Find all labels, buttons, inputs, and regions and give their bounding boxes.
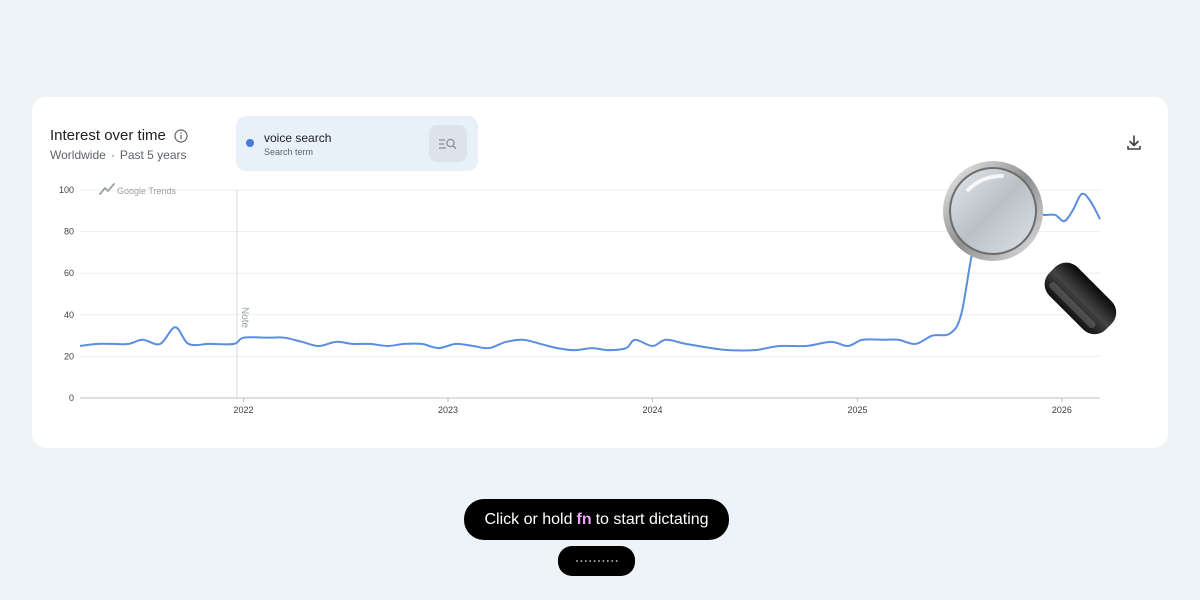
x-tick-label: 2026	[1052, 405, 1072, 415]
search-term-chip[interactable]: voice search Search term	[236, 116, 478, 171]
filter-search-icon	[439, 138, 457, 149]
waveform-dots-icon	[575, 560, 617, 562]
subtitle-separator: ·	[110, 148, 115, 162]
y-tick-label: 60	[64, 268, 74, 278]
x-tick-label: 2023	[438, 405, 458, 415]
y-tick-label: 0	[69, 393, 74, 403]
title-row: Interest over time	[50, 127, 188, 144]
dictation-prompt[interactable]: Click or hold fn to start dictating	[464, 499, 729, 540]
wave-dot	[593, 560, 595, 562]
x-tick-label: 2022	[234, 405, 254, 415]
wave-dot	[580, 560, 582, 562]
dictation-waveform	[558, 546, 635, 576]
y-tick-label: 80	[64, 227, 74, 237]
series-color-dot	[246, 139, 254, 147]
search-term-name: voice search	[264, 131, 332, 145]
dictation-prefix: Click or hold	[484, 510, 573, 528]
card-title: Interest over time	[50, 127, 166, 144]
info-icon[interactable]	[174, 128, 188, 143]
wave-dot	[584, 560, 587, 562]
fn-key-label: fn	[576, 510, 592, 528]
wave-dot	[602, 560, 604, 562]
card-subtitle: Worldwide · Past 5 years	[50, 148, 187, 162]
note-label: Note	[239, 307, 250, 329]
wave-dot	[575, 560, 578, 562]
watermark-label: Google Trends	[117, 186, 177, 196]
region-label[interactable]: Worldwide	[50, 148, 106, 162]
wave-dot	[615, 560, 617, 562]
x-tick-label: 2024	[642, 405, 662, 415]
google-trends-watermark: Google Trends	[99, 183, 177, 196]
interest-over-time-card: 0 20 40 60 80 100 2022 2023 2024 2025 2026 Note G…	[32, 97, 1168, 448]
wave-dot	[610, 560, 613, 562]
download-icon[interactable]	[1124, 133, 1144, 153]
magnifying-glass-icon	[943, 161, 1117, 335]
period-label[interactable]: Past 5 years	[119, 148, 187, 162]
y-tick-label: 40	[64, 310, 74, 320]
x-tick-label: 2025	[847, 405, 867, 415]
y-tick-labels: 0 20 40 60 80 100	[59, 185, 74, 403]
trends-logo-icon	[99, 183, 115, 195]
y-tick-label: 20	[64, 351, 74, 361]
wave-dot	[597, 560, 600, 562]
dictation-suffix: to start dictating	[595, 510, 709, 528]
search-term-type: Search term	[264, 147, 314, 157]
chart-grid	[80, 189, 1100, 399]
wave-dot	[588, 560, 591, 562]
compare-search-button[interactable]	[429, 125, 467, 162]
x-tick-labels: 2022 2023 2024 2025 2026	[234, 398, 1072, 415]
wave-dot	[606, 560, 609, 562]
y-tick-label: 100	[59, 185, 74, 195]
